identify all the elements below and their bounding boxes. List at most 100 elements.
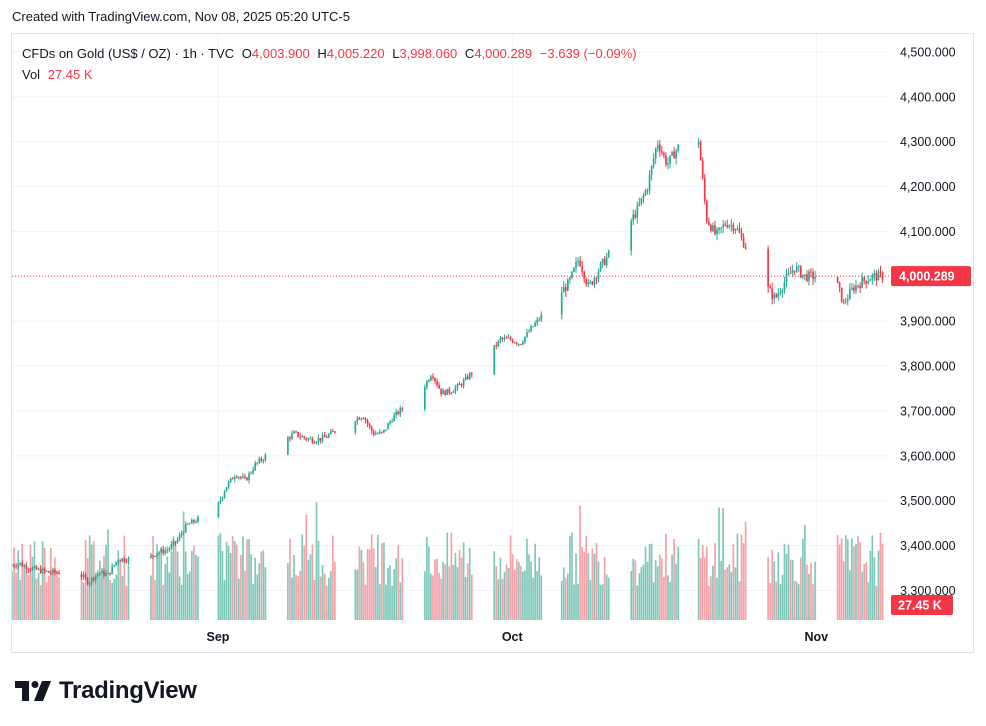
candle-body <box>250 472 252 474</box>
candle-body <box>593 278 596 285</box>
volume-bar <box>654 559 657 620</box>
volume-bars <box>12 502 884 620</box>
volume-bar <box>45 582 48 620</box>
volume-bar <box>248 538 250 620</box>
candle-body <box>636 205 639 218</box>
volume-bar <box>450 532 453 620</box>
volume-bar <box>436 558 438 620</box>
y-tick-label: 3,700.000 <box>900 404 956 418</box>
volume-bar <box>658 554 661 620</box>
candle-body <box>855 285 857 291</box>
volume-bar <box>368 549 371 620</box>
volume-bar <box>258 563 261 620</box>
candle-body <box>391 421 393 423</box>
volume-bar <box>560 581 563 620</box>
volume-bar <box>454 552 457 620</box>
candle-body <box>806 274 808 281</box>
volume-bar <box>799 557 802 620</box>
chart-frame[interactable]: 4,500.000 4,400.000 4,300.000 4,200.000 4,10… <box>11 33 974 653</box>
candle-body <box>107 572 109 574</box>
candle-body <box>80 574 83 577</box>
candle-body <box>356 417 359 422</box>
volume-bar <box>82 582 85 620</box>
volume-bar <box>221 550 224 620</box>
candle-body <box>728 225 731 228</box>
candle-body <box>468 373 471 379</box>
candle-body <box>638 203 641 206</box>
candle-body <box>193 519 195 523</box>
volume-bar <box>262 550 265 620</box>
candle-body <box>675 150 677 159</box>
candle-body <box>96 573 99 576</box>
candle-body <box>37 568 40 570</box>
volume-bar <box>630 570 633 620</box>
volume-bar <box>810 562 812 620</box>
candle-body <box>530 326 532 332</box>
candle-body <box>575 262 577 268</box>
candle-body <box>844 300 847 302</box>
volume-bar <box>842 561 845 620</box>
candle-body <box>166 549 169 551</box>
volume-bar <box>540 575 543 620</box>
volume-bar <box>319 576 322 620</box>
volume-bar <box>17 550 19 620</box>
volume-bar <box>464 577 467 620</box>
candle-body <box>470 373 473 375</box>
volume-bar <box>861 571 863 620</box>
volume-bar <box>399 582 402 620</box>
candle-body <box>779 292 782 294</box>
volume-bar <box>511 554 514 620</box>
volume-bar <box>646 561 649 620</box>
candle-body <box>233 477 236 480</box>
candle-body <box>160 549 163 553</box>
volume-bar <box>734 567 737 620</box>
candle-body <box>769 286 771 289</box>
candle-body <box>740 232 743 238</box>
volume-bar <box>526 538 528 620</box>
candle-body <box>787 272 790 275</box>
candle-body <box>524 336 526 343</box>
brand[interactable]: TradingView <box>15 676 197 706</box>
volume-bar <box>460 557 463 620</box>
volume-bar <box>317 540 320 620</box>
legend-symbol: CFDs on Gold (US$ / OZ) · 1h · TVC <box>22 46 235 61</box>
candle-body <box>853 287 855 291</box>
volume-bar <box>387 567 389 620</box>
candle-body <box>448 388 451 393</box>
volume-bar <box>172 536 175 620</box>
volume-bar <box>180 584 183 620</box>
volume-bar <box>499 557 502 620</box>
volume-bar <box>562 567 565 620</box>
volume-bar <box>536 571 539 620</box>
volume-bar <box>52 567 54 620</box>
candle-body <box>718 227 720 230</box>
volume-bar <box>391 585 393 620</box>
volume-bar <box>372 548 375 620</box>
candle-body <box>795 266 798 272</box>
volume-bar <box>29 544 32 620</box>
candle-body <box>526 332 528 337</box>
candle-body <box>303 436 306 439</box>
candle-body <box>875 273 878 281</box>
legend-low-label: L <box>392 46 400 61</box>
y-tick-label: 4,100.000 <box>900 225 956 239</box>
candle-body <box>52 569 54 574</box>
volume-bar <box>705 546 708 620</box>
candle-body <box>434 378 436 381</box>
volume-bar <box>227 545 230 620</box>
volume-bar <box>327 577 330 620</box>
volume-bar <box>176 551 179 620</box>
candle-body <box>176 539 179 543</box>
candle-body <box>117 560 120 562</box>
candle-body <box>154 555 156 557</box>
candle-body <box>587 282 590 285</box>
volume-bar <box>186 573 189 620</box>
candle-body <box>219 499 222 503</box>
volume-bar <box>462 542 465 620</box>
volume-bar <box>389 565 391 620</box>
candle-body <box>877 271 880 281</box>
candle-body <box>501 337 504 339</box>
candle-body <box>254 463 257 471</box>
volume-bar <box>793 580 796 620</box>
price-chart[interactable]: 4,500.000 4,400.000 4,300.000 4,200.000 4,10… <box>12 34 973 652</box>
